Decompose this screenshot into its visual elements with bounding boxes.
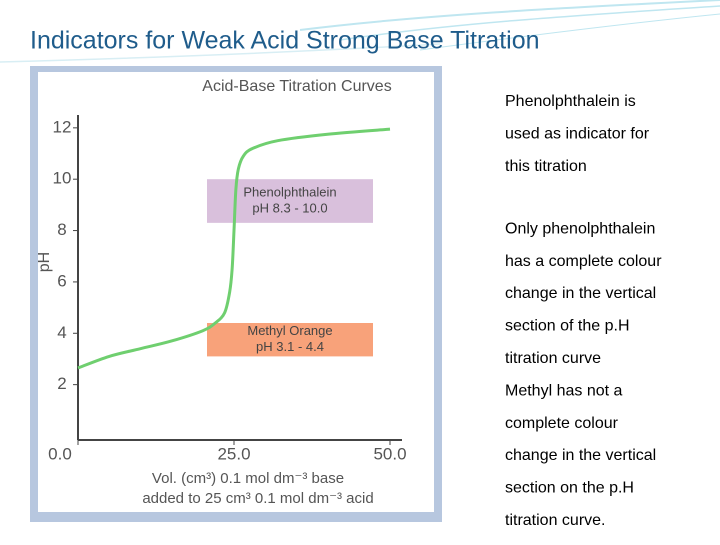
y-tick-label: 12	[53, 117, 72, 136]
y-tick-label: 6	[57, 271, 66, 290]
x-tick-label: 0.0	[48, 444, 72, 463]
y-tick-label: 4	[57, 323, 66, 342]
chart-panel	[38, 72, 434, 512]
x-axis-label: Vol. (cm³) 0.1 mol dm⁻³ base	[152, 470, 344, 487]
body-line: section of the p.H	[505, 318, 630, 335]
slide-title: Indicators for Weak Acid Strong Base Tit…	[30, 27, 540, 55]
y-tick-label: 8	[57, 220, 66, 239]
body-line: used as indicator for	[505, 126, 650, 143]
indicator-band	[207, 323, 373, 357]
x-tick-label: 50.0	[373, 444, 406, 463]
body-line: titration curve	[505, 350, 601, 367]
body-line: Only phenolphthalein	[505, 220, 655, 237]
indicator-name: Methyl Orange	[247, 323, 332, 338]
titration-curve	[77, 127, 391, 370]
y-tick-label: 2	[57, 374, 66, 393]
body-line: titration curve.	[505, 512, 605, 529]
indicator-name: Phenolphthalein	[243, 184, 336, 199]
body-line: Phenolphthalein is	[505, 93, 636, 110]
body-line: change in the vertical	[505, 447, 656, 464]
y-axis-label: pH	[36, 252, 53, 272]
x-tick-label: 25.0	[217, 444, 250, 463]
body-text: Phenolphthalein is used as indicator for t…	[505, 93, 662, 529]
body-line: has a complete colour	[505, 253, 662, 270]
indicator-range: pH 8.3 - 10.0	[252, 200, 327, 215]
body-line: section on the p.H	[505, 480, 634, 497]
y-tick-label: 10	[53, 169, 72, 188]
chart-title: Acid-Base Titration Curves	[202, 78, 391, 95]
x-axis-label: added to 25 cm³ 0.1 mol dm⁻³ acid	[142, 490, 373, 507]
body-line: change in the vertical	[505, 285, 656, 302]
body-line: complete colour	[505, 415, 619, 432]
body-line: this titration	[505, 158, 587, 175]
body-line: Methyl has not a	[505, 382, 623, 399]
decoration	[0, 0, 720, 63]
indicator-range: pH 3.1 - 4.4	[256, 339, 324, 354]
